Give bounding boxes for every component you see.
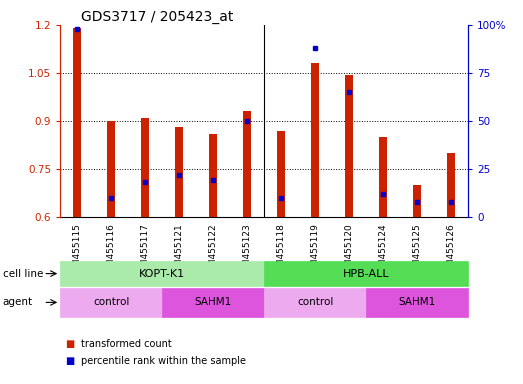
Text: SAHM1: SAHM1 [195, 297, 232, 308]
Bar [345, 74, 354, 217]
Bar [379, 137, 388, 217]
Bar [73, 28, 82, 217]
Text: GDS3717 / 205423_at: GDS3717 / 205423_at [81, 10, 233, 24]
Text: SAHM1: SAHM1 [399, 297, 436, 308]
Text: control: control [93, 297, 129, 308]
Text: KOPT-K1: KOPT-K1 [139, 268, 185, 279]
Bar [107, 121, 116, 217]
Bar [175, 127, 184, 217]
Bar [141, 118, 150, 217]
Bar [209, 134, 218, 217]
Text: HPB-ALL: HPB-ALL [343, 268, 390, 279]
Text: ■: ■ [65, 356, 75, 366]
Text: ■: ■ [65, 339, 75, 349]
Text: percentile rank within the sample: percentile rank within the sample [81, 356, 246, 366]
Bar [311, 63, 320, 217]
Bar [413, 185, 422, 217]
Text: cell line: cell line [3, 268, 43, 279]
Text: control: control [297, 297, 333, 308]
Text: agent: agent [3, 297, 33, 308]
Bar [243, 111, 252, 217]
Bar [447, 153, 456, 217]
Text: transformed count: transformed count [81, 339, 172, 349]
Bar [277, 131, 286, 217]
